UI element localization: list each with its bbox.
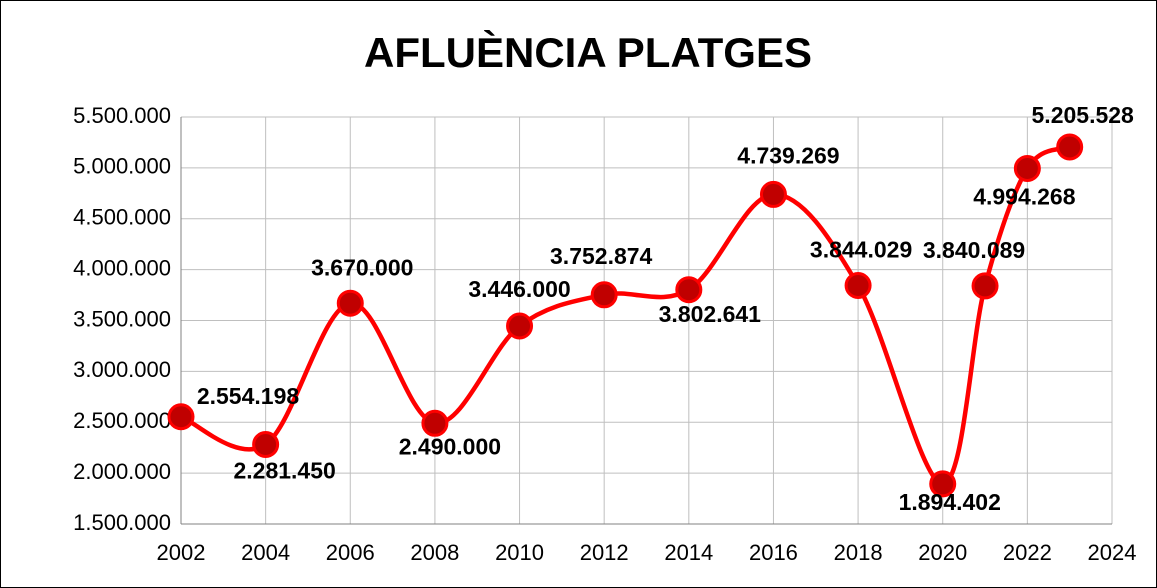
y-tick-label: 2.500.000: [73, 408, 171, 433]
marker: [167, 403, 195, 431]
y-tick-label: 2.000.000: [73, 459, 171, 484]
y-tick-label: 1.500.000: [73, 510, 171, 535]
marker: [252, 430, 280, 458]
data-label: 3.840.089: [923, 237, 1025, 263]
x-tick-label: 2020: [918, 540, 967, 565]
y-tick-label: 4.500.000: [73, 205, 171, 230]
data-label: 3.802.641: [659, 301, 762, 327]
x-tick-label: 2010: [495, 540, 544, 565]
marker: [336, 289, 364, 317]
data-label: 2.554.198: [197, 383, 300, 409]
marker: [421, 409, 449, 437]
marker: [506, 312, 534, 340]
data-label: 5.205.528: [1032, 102, 1135, 128]
y-tick-label: 3.500.000: [73, 306, 171, 331]
data-label: 3.844.029: [810, 237, 912, 263]
x-tick-label: 2012: [580, 540, 629, 565]
y-tick-label: 5.000.000: [73, 154, 171, 179]
marker: [844, 271, 872, 299]
marker: [1013, 154, 1041, 182]
marker: [759, 180, 787, 208]
x-tick-label: 2008: [410, 540, 459, 565]
data-label: 2.490.000: [399, 433, 501, 459]
marker: [1056, 133, 1084, 161]
y-tick-label: 3.000.000: [73, 357, 171, 382]
data-label: 4.994.268: [973, 184, 1076, 210]
x-tick-label: 2018: [834, 540, 883, 565]
x-tick-label: 2006: [326, 540, 375, 565]
data-label: 3.752.874: [550, 243, 653, 269]
marker: [929, 470, 957, 498]
marker: [590, 281, 618, 309]
x-tick-label: 2014: [664, 540, 713, 565]
marker: [971, 272, 999, 300]
x-tick-label: 2022: [1003, 540, 1052, 565]
x-tick-label: 2004: [241, 540, 290, 565]
chart-title: AFLUÈNCIA PLATGES: [364, 29, 812, 76]
data-label: 4.739.269: [737, 142, 839, 168]
data-label: 2.281.450: [233, 458, 335, 484]
data-label: 3.670.000: [311, 254, 413, 280]
marker: [675, 276, 703, 304]
data-label: 3.446.000: [468, 276, 570, 302]
y-tick-label: 5.500.000: [73, 103, 171, 128]
data-label: 1.894.402: [899, 489, 1001, 515]
y-tick-label: 4.000.000: [73, 255, 171, 280]
x-tick-label: 2024: [1088, 540, 1137, 565]
x-tick-label: 2002: [157, 540, 206, 565]
x-tick-label: 2016: [749, 540, 798, 565]
